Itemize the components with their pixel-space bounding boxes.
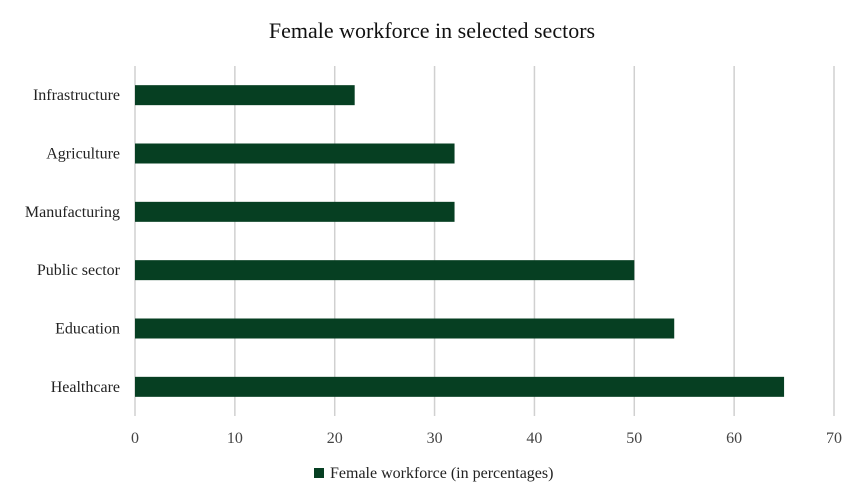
x-tick-label: 40 — [526, 430, 542, 447]
bar-agriculture — [135, 143, 455, 164]
bar-manufacturing — [135, 201, 455, 222]
legend-label: Female workforce (in percentages) — [330, 465, 553, 482]
x-tick-label: 50 — [626, 430, 642, 447]
category-labels: Healthcare Education Public sector Manufact… — [25, 87, 121, 396]
x-axis-ticks: 0 10 20 30 40 50 60 70 — [131, 430, 842, 447]
x-tick-label: 0 — [131, 430, 139, 447]
x-tick-label: 20 — [327, 430, 343, 447]
legend: Female workforce (in percentages) — [314, 465, 553, 482]
legend-swatch — [314, 468, 324, 478]
x-tick-label: 30 — [427, 430, 443, 447]
category-label: Public sector — [37, 262, 121, 279]
x-tick-label: 70 — [826, 430, 842, 447]
bar-infrastructure — [135, 85, 355, 106]
bar-public-sector — [135, 260, 635, 281]
bar-education — [135, 318, 675, 339]
gridlines — [134, 66, 835, 416]
x-tick-label: 60 — [726, 430, 742, 447]
category-label: Education — [55, 321, 120, 338]
x-tick-label: 10 — [227, 430, 243, 447]
bar-healthcare — [135, 376, 785, 397]
category-label: Infrastructure — [33, 87, 120, 104]
bars — [135, 85, 785, 397]
category-label: Healthcare — [51, 379, 120, 396]
chart-title: Female workforce in selected sectors — [269, 18, 595, 43]
category-label: Manufacturing — [25, 204, 120, 221]
category-label: Agriculture — [46, 146, 120, 163]
